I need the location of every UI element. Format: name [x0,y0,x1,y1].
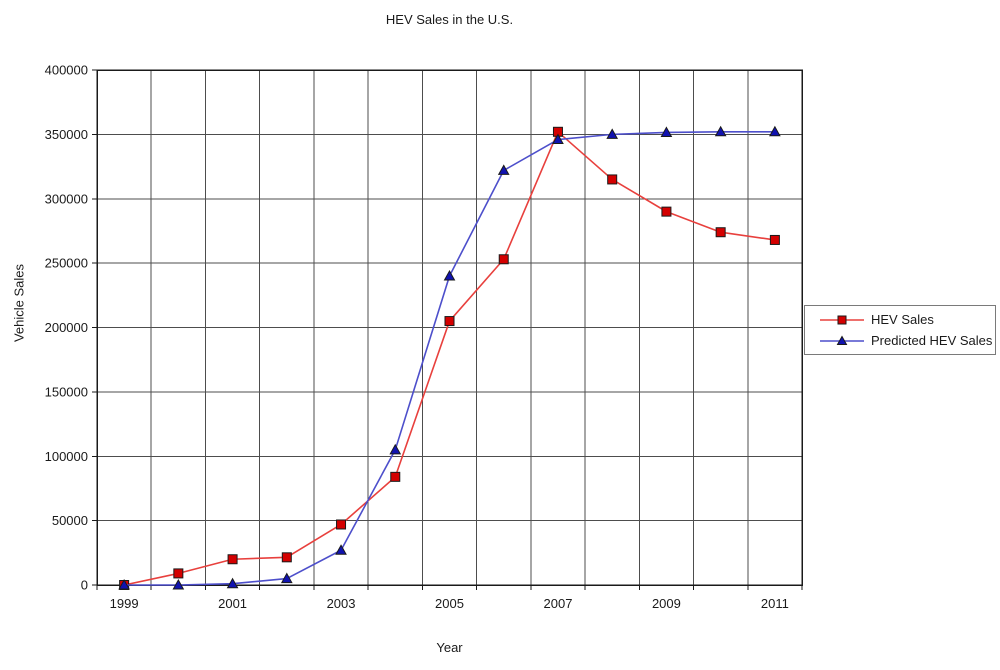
svg-text:100000: 100000 [45,449,88,464]
svg-text:50000: 50000 [52,513,88,528]
legend-item-predicted-hev-sales: Predicted HEV Sales [820,333,995,348]
svg-text:2005: 2005 [435,596,464,611]
chart-title: HEV Sales in the U.S. [385,12,514,27]
svg-text:2007: 2007 [544,596,573,611]
hev-sales-line-marker-icon [820,315,864,324]
legend-label-hev-sales: HEV Sales [871,312,934,327]
svg-text:400000: 400000 [45,63,88,78]
svg-text:200000: 200000 [45,320,88,335]
svg-text:0: 0 [81,578,88,593]
svg-text:2011: 2011 [761,596,789,611]
svg-text:1999: 1999 [110,596,139,611]
legend-label-predicted-hev-sales: Predicted HEV Sales [871,333,993,348]
svg-text:150000: 150000 [45,384,88,399]
predicted-hev-sales-line-marker-icon [820,334,864,345]
x-axis-title: Year [436,640,463,655]
svg-text:2003: 2003 [327,596,356,611]
svg-text:2001: 2001 [218,596,247,611]
legend-box: HEV Sales Predicted HEV Sales [804,305,996,355]
svg-text:350000: 350000 [45,127,88,142]
svg-text:300000: 300000 [45,191,88,206]
svg-text:2009: 2009 [652,596,681,611]
svg-text:250000: 250000 [45,256,88,271]
legend-item-hev-sales: HEV Sales [820,312,995,327]
